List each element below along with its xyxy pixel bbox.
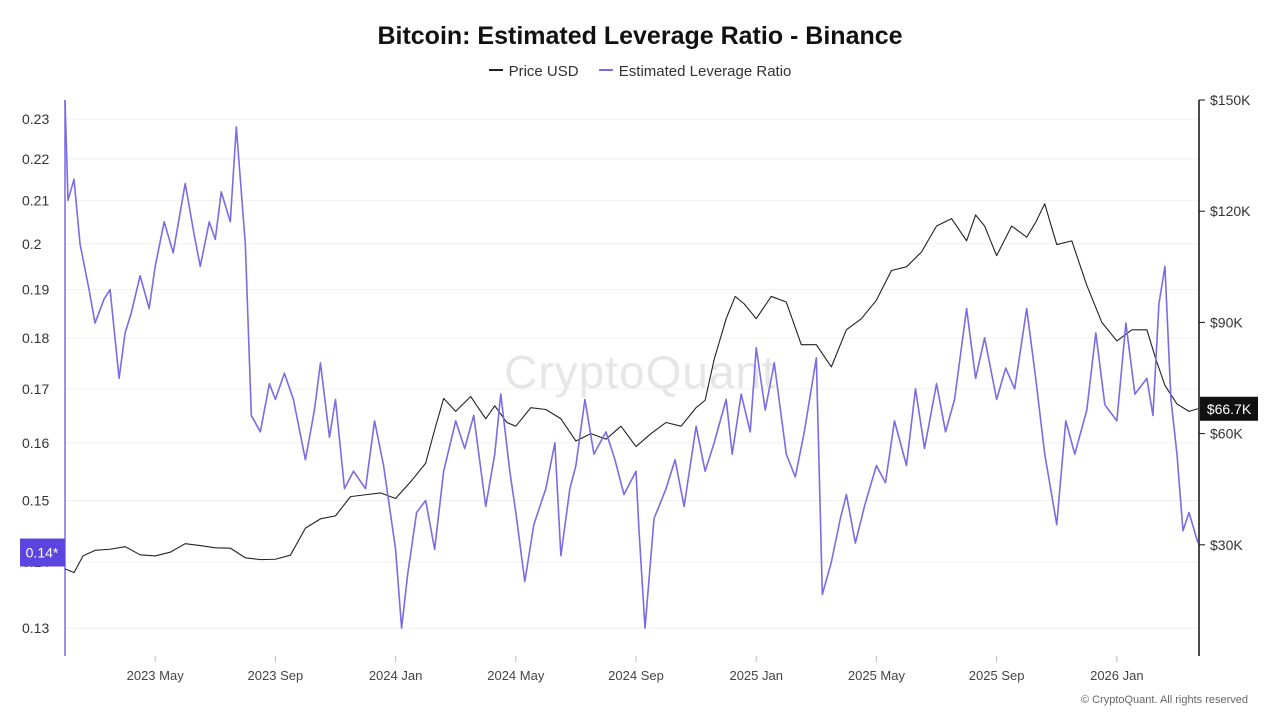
x-tick-label-4: 2024 Sep <box>608 668 664 683</box>
left-tick-label-6: 0.17 <box>22 381 49 397</box>
current-ratio-badge <box>20 538 65 567</box>
right-tick-label-1: $120K <box>1210 203 1251 219</box>
watermark: CryptoQuant <box>504 346 776 398</box>
left-tick-label-1: 0.22 <box>22 151 49 167</box>
legend-item-price[interactable]: Price USD <box>488 63 579 80</box>
right-tick-label-0: $150K <box>1210 92 1251 108</box>
left-tick-label-5: 0.18 <box>22 330 49 346</box>
right-tick-label-3: $60K <box>1210 426 1243 442</box>
legend-swatch-leverage <box>598 69 613 72</box>
legend-label-leverage: Estimated Leverage Ratio <box>618 63 792 80</box>
left-tick-label-0: 0.23 <box>22 111 49 127</box>
current-ratio-label: 0.14* <box>26 545 59 561</box>
copyright-notice: © CryptoQuant. All rights reserved <box>1080 694 1248 706</box>
x-axis: 2023 May 2023 Sep 2024 Jan 2024 May 2024 Sep… <box>127 656 1144 683</box>
x-tick-label-1: 2023 Sep <box>248 668 304 683</box>
x-tick-label-6: 2025 May <box>848 668 906 683</box>
current-price-badge <box>1200 396 1258 421</box>
x-tick-label-3: 2024 May <box>487 668 545 683</box>
left-tick-label-8: 0.15 <box>22 492 49 508</box>
right-tick-label-4: $30K <box>1210 537 1243 553</box>
left-tick-label-10: 0.13 <box>22 620 49 636</box>
x-tick-label-0: 2023 May <box>127 668 185 683</box>
chart-legend: Price USD Estimated Leverage Ratio <box>0 63 1280 80</box>
x-tick-label-7: 2025 Sep <box>969 668 1025 683</box>
legend-swatch-price <box>488 69 503 72</box>
series-lines <box>64 99 1199 629</box>
current-price-label: $66.7K <box>1207 401 1252 417</box>
grid-lines <box>65 118 1198 629</box>
left-tick-label-3: 0.2 <box>22 236 42 252</box>
x-tick-label-2: 2024 Jan <box>369 668 423 683</box>
leverage-ratio-line <box>64 99 1199 629</box>
price-usd-line <box>64 203 1199 574</box>
left-tick-label-4: 0.19 <box>22 282 49 298</box>
x-tick-label-8: 2026 Jan <box>1090 668 1144 683</box>
chart-title: Bitcoin: Estimated Leverage Ratio - Bina… <box>377 22 903 50</box>
right-tick-label-2: $90K <box>1210 314 1243 330</box>
left-axis: 0.230.220.210.20.190.180.170.160.150.140… <box>22 100 66 656</box>
left-tick-label-2: 0.21 <box>22 192 49 208</box>
left-tick-label-7: 0.16 <box>22 435 49 451</box>
legend-item-leverage[interactable]: Estimated Leverage Ratio <box>598 63 792 80</box>
legend-label-price: Price USD <box>508 63 579 80</box>
x-tick-label-5: 2025 Jan <box>729 668 783 683</box>
right-axis: $150K $120K $90K $60K $30K <box>1198 92 1251 656</box>
current-value-markers: $66.7K 0.14* <box>20 396 1258 567</box>
